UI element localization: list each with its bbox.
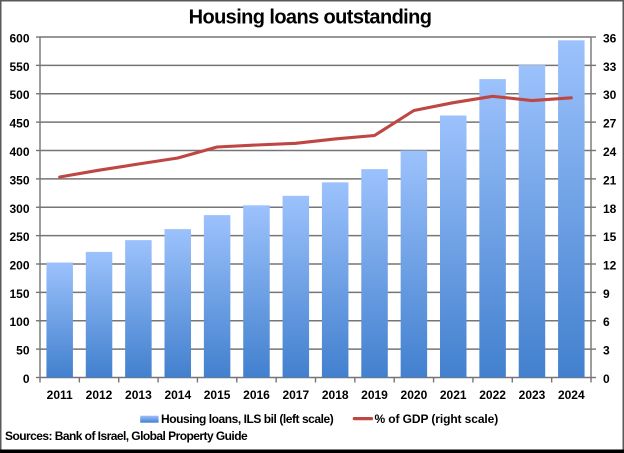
svg-text:18: 18: [603, 202, 617, 216]
svg-text:27: 27: [603, 117, 617, 131]
svg-text:3: 3: [603, 344, 610, 358]
svg-text:2024: 2024: [558, 388, 585, 402]
svg-text:600: 600: [9, 32, 29, 46]
svg-text:100: 100: [9, 315, 29, 329]
svg-text:6: 6: [603, 315, 610, 329]
svg-text:24: 24: [603, 145, 617, 159]
svg-text:2011: 2011: [47, 388, 73, 402]
svg-text:15: 15: [603, 230, 617, 244]
svg-text:50: 50: [16, 344, 30, 358]
svg-text:400: 400: [9, 145, 29, 159]
svg-text:0: 0: [603, 372, 610, 386]
svg-text:2015: 2015: [204, 388, 231, 402]
svg-text:2023: 2023: [519, 388, 546, 402]
svg-text:2021: 2021: [440, 388, 467, 402]
svg-text:2020: 2020: [401, 388, 428, 402]
svg-text:2017: 2017: [282, 388, 309, 402]
svg-text:Housing loans outstanding: Housing loans outstanding: [189, 7, 432, 29]
svg-text:2019: 2019: [361, 388, 388, 402]
svg-text:550: 550: [9, 60, 29, 74]
svg-text:450: 450: [9, 117, 29, 131]
svg-text:2018: 2018: [322, 388, 349, 402]
svg-text:% of GDP (right scale): % of GDP (right scale): [375, 412, 499, 426]
svg-text:2022: 2022: [479, 388, 506, 402]
svg-text:2012: 2012: [86, 388, 113, 402]
svg-text:2016: 2016: [243, 388, 270, 402]
svg-text:150: 150: [9, 287, 29, 301]
svg-text:21: 21: [603, 173, 617, 187]
svg-text:0: 0: [23, 372, 30, 386]
svg-text:200: 200: [9, 259, 29, 273]
svg-text:Housing loans, ILS bil (left s: Housing loans, ILS bil (left scale): [161, 412, 334, 426]
svg-text:30: 30: [603, 88, 617, 102]
svg-text:9: 9: [603, 287, 610, 301]
svg-text:250: 250: [9, 230, 29, 244]
svg-text:2013: 2013: [125, 388, 152, 402]
svg-text:500: 500: [9, 88, 29, 102]
svg-text:300: 300: [9, 202, 29, 216]
svg-text:350: 350: [9, 173, 29, 187]
svg-text:Sources: Bank of Israel, Globa: Sources: Bank of Israel, Global Property…: [5, 429, 248, 443]
svg-text:33: 33: [603, 60, 617, 74]
svg-text:36: 36: [603, 32, 617, 46]
svg-text:2014: 2014: [164, 388, 191, 402]
svg-text:12: 12: [603, 259, 617, 273]
